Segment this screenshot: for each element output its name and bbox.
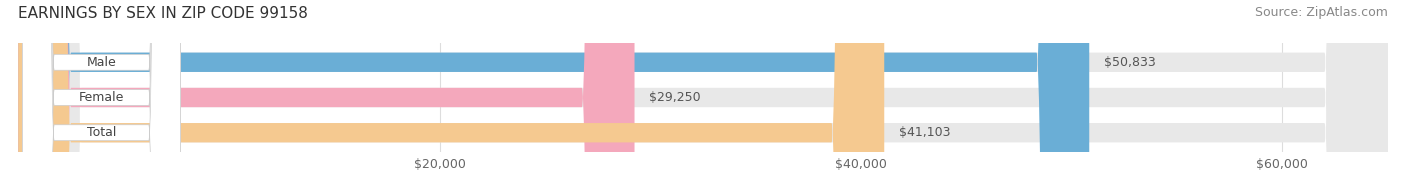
FancyBboxPatch shape xyxy=(18,0,1388,195)
FancyBboxPatch shape xyxy=(18,0,634,195)
Text: Total: Total xyxy=(87,126,117,139)
FancyBboxPatch shape xyxy=(22,0,180,195)
FancyBboxPatch shape xyxy=(22,0,180,195)
FancyBboxPatch shape xyxy=(22,0,180,195)
FancyBboxPatch shape xyxy=(18,0,1388,195)
Text: $29,250: $29,250 xyxy=(650,91,702,104)
Text: Female: Female xyxy=(79,91,124,104)
FancyBboxPatch shape xyxy=(18,0,884,195)
Text: Male: Male xyxy=(87,56,117,69)
Text: $41,103: $41,103 xyxy=(898,126,950,139)
FancyBboxPatch shape xyxy=(18,0,1388,195)
FancyBboxPatch shape xyxy=(18,0,1090,195)
Text: $50,833: $50,833 xyxy=(1104,56,1156,69)
Text: EARNINGS BY SEX IN ZIP CODE 99158: EARNINGS BY SEX IN ZIP CODE 99158 xyxy=(18,6,308,21)
Text: Source: ZipAtlas.com: Source: ZipAtlas.com xyxy=(1254,6,1388,19)
